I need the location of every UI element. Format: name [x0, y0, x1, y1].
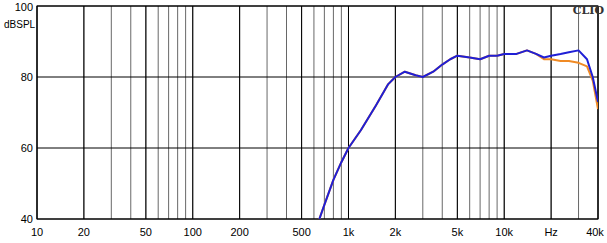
minor-grid [145, 6, 146, 219]
x-tick-label: 100 [184, 226, 202, 238]
minor-grid [301, 6, 302, 219]
x-grid [551, 6, 552, 219]
x-grid [457, 6, 458, 219]
x-grid [504, 6, 505, 219]
minor-grid [313, 6, 314, 219]
minor-grid [341, 6, 342, 219]
minor-grid [185, 6, 186, 219]
minor-grid [480, 6, 481, 219]
minor-grid [239, 6, 240, 219]
series-line [319, 50, 598, 219]
minor-grid [504, 6, 505, 219]
minor-grid [130, 6, 131, 219]
x-grid [239, 6, 240, 219]
y-tick-label: 40 [21, 213, 33, 225]
x-tick-label: 10 [31, 226, 43, 238]
minor-grid [497, 6, 498, 219]
y-grid [37, 77, 598, 78]
x-grid [348, 6, 349, 219]
x-tick-label: Hz [544, 226, 557, 238]
minor-grid [395, 6, 396, 219]
x-tick-label: 200 [230, 226, 248, 238]
x-grid [192, 6, 193, 219]
annotation: CLIO [573, 4, 605, 17]
x-tick-label: 5k [452, 226, 464, 238]
x-tick-label: 50 [140, 226, 152, 238]
x-tick-label: 10k [495, 226, 513, 238]
minor-grid [158, 6, 159, 219]
chart: 10 20 50 100 200 500 1k 2k 5k 10k Hz 40k 40 60 80 100 dB… [0, 0, 607, 243]
y-tick-label: 80 [21, 71, 33, 83]
minor-grid [177, 6, 178, 219]
minor-grid [469, 6, 470, 219]
minor-grid [333, 6, 334, 219]
minor-grid [286, 6, 287, 219]
series-line [319, 50, 598, 219]
minor-grid [422, 6, 423, 219]
y-axis-label: dBSPL [4, 19, 36, 30]
minor-grid [192, 6, 193, 219]
y-grid [37, 148, 598, 149]
minor-grid [168, 6, 169, 219]
x-tick-label: 2k [390, 226, 402, 238]
background [0, 0, 607, 243]
minor-grid [348, 6, 349, 219]
x-grid [395, 6, 396, 219]
plot-area [319, 50, 598, 219]
minor-grid [578, 6, 579, 219]
y-tick-label: 100 [15, 1, 33, 13]
minor-grid [111, 6, 112, 219]
x-tick-label: 20 [78, 226, 90, 238]
minor-grid [442, 6, 443, 219]
plot-frame [37, 6, 598, 219]
minor-grid [83, 6, 84, 219]
x-tick-label: 40k [586, 226, 604, 238]
minor-grid [324, 6, 325, 219]
x-grid [301, 6, 302, 219]
minor-grid [457, 6, 458, 219]
x-grid [83, 6, 84, 219]
minor-grid [489, 6, 490, 219]
x-grid [145, 6, 146, 219]
x-tick-label: 500 [292, 226, 310, 238]
x-tick-label: 1k [343, 226, 355, 238]
minor-grid [267, 6, 268, 219]
y-tick-label: 60 [21, 142, 33, 154]
minor-grid [551, 6, 552, 219]
